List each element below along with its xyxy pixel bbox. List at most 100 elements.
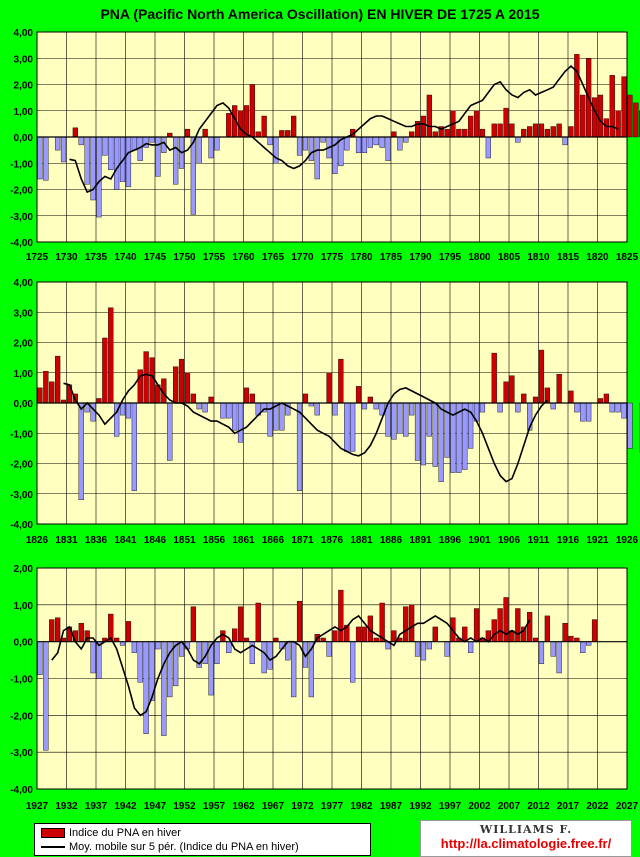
- data-bar: [267, 641, 273, 670]
- chart-panel-1725-1825: 4,00 3,00 2,00 1,00 0,00 -1,00 -2,00 -3,00 -4,00…: [0, 26, 640, 270]
- data-bar: [350, 641, 356, 683]
- data-bar: [515, 608, 521, 642]
- data-bar: [361, 626, 368, 642]
- x-tick-label: 1906: [498, 535, 521, 546]
- data-bar: [379, 136, 385, 148]
- data-bar: [143, 641, 149, 734]
- data-bar: [468, 641, 474, 653]
- y-tick-label: 1,00: [14, 369, 34, 380]
- data-bar: [503, 381, 509, 404]
- data-bar: [521, 128, 527, 138]
- data-bar: [302, 393, 309, 404]
- data-bar: [338, 358, 344, 404]
- data-bar: [367, 136, 373, 148]
- data-bar: [385, 136, 391, 161]
- data-bar: [78, 136, 84, 146]
- data-bar: [355, 626, 362, 642]
- data-bar: [308, 136, 314, 161]
- x-tick-label: 1952: [173, 801, 196, 812]
- data-bar: [161, 641, 167, 736]
- data-bar: [102, 136, 108, 156]
- data-bar: [615, 402, 621, 413]
- x-tick-label: 1972: [291, 801, 314, 812]
- data-bar: [379, 602, 385, 642]
- data-bar: [291, 115, 297, 138]
- y-tick-label: 1,00: [14, 107, 34, 118]
- x-tick-label: 1866: [262, 535, 285, 546]
- y-tick-label: 0,00: [14, 638, 34, 649]
- y-tick-label: 3,00: [14, 308, 34, 319]
- chart-panel-1927-2027: 2,00 1,00 0,00 -1,00 -2,00 -3,00 -4,00 1927 1932…: [0, 560, 640, 820]
- data-bar: [556, 641, 562, 674]
- data-bar: [78, 623, 84, 642]
- data-bar: [226, 402, 232, 419]
- data-bar: [96, 136, 102, 218]
- data-bar: [426, 641, 432, 650]
- data-bar: [527, 612, 533, 642]
- data-bar: [167, 402, 173, 461]
- data-bar: [497, 608, 503, 642]
- x-tick-label: 1921: [586, 535, 609, 546]
- data-bar: [462, 626, 468, 642]
- x-tick-label: 2022: [586, 801, 609, 812]
- x-tick-label: 1916: [557, 535, 580, 546]
- data-bar: [196, 402, 202, 410]
- credit-box: WILLIAMS F. http://la.climatologie.free.…: [420, 820, 632, 857]
- y-tick-label: 1,00: [14, 601, 34, 612]
- data-bar: [237, 402, 244, 443]
- data-bar: [314, 402, 320, 416]
- data-bar: [538, 641, 545, 664]
- data-bar: [591, 619, 598, 642]
- data-bar: [367, 396, 373, 404]
- data-bar: [521, 393, 527, 404]
- data-bar: [249, 393, 255, 404]
- x-tick-label: 1886: [380, 535, 403, 546]
- website-link[interactable]: http://la.climatologie.free.fr/: [440, 836, 612, 851]
- data-bar: [320, 136, 326, 143]
- x-tick-label: 2002: [468, 801, 491, 812]
- data-bar: [214, 641, 220, 664]
- data-bar: [332, 630, 338, 642]
- data-bar: [391, 131, 397, 138]
- chart-1927-2027-svg: 2,00 1,00 0,00 -1,00 -2,00 -3,00 -4,00 1927 1932…: [10, 564, 639, 812]
- y-tick-label: 2,00: [14, 339, 34, 350]
- legend-label-line: Moy. mobile sur 5 pér. (Indice du PNA en…: [69, 841, 299, 853]
- data-bar: [125, 402, 132, 419]
- data-bar: [72, 127, 78, 138]
- data-bar: [538, 123, 545, 138]
- data-bar: [420, 402, 427, 466]
- data-bar: [49, 619, 55, 642]
- data-bar: [279, 130, 285, 138]
- legend-label-bars: Indice du PNA en hiver: [69, 827, 181, 839]
- data-bar: [37, 387, 43, 404]
- x-tick-label: 1795: [439, 252, 462, 263]
- data-bar: [403, 136, 409, 143]
- data-bar: [621, 76, 627, 138]
- data-bar: [296, 402, 303, 491]
- page-title: PNA (Pacific North America Oscillation) …: [100, 6, 540, 22]
- data-bar: [184, 372, 191, 404]
- data-bar: [409, 402, 415, 416]
- x-tick-label: 1730: [55, 252, 78, 263]
- x-tick-label: 1841: [114, 535, 137, 546]
- legend-item-line: Moy. mobile sur 5 pér. (Indice du PNA en…: [41, 840, 299, 854]
- data-bar: [96, 398, 102, 404]
- x-tick-label: 1871: [291, 535, 314, 546]
- data-bar: [226, 113, 232, 138]
- data-bar: [43, 641, 49, 751]
- chart-1826-1926-svg: 4,00 3,00 2,00 1,00 0,00 -1,00 -2,00 -3,00 -4,00…: [10, 278, 640, 546]
- data-bar: [574, 402, 580, 413]
- x-tick-label: 1891: [409, 535, 432, 546]
- data-bar: [255, 602, 261, 642]
- data-bar: [420, 641, 427, 661]
- x-tick-label: 1750: [173, 252, 196, 263]
- data-bar: [473, 110, 480, 138]
- data-bar: [55, 617, 61, 642]
- author-signature: WILLIAMS F.: [479, 823, 573, 836]
- data-bar: [60, 136, 67, 163]
- data-bar: [479, 128, 486, 138]
- x-tick-label: 1810: [527, 252, 550, 263]
- x-tick-label: 2027: [616, 801, 639, 812]
- x-tick-label: 1760: [232, 252, 255, 263]
- x-tick-label: 1987: [380, 801, 403, 812]
